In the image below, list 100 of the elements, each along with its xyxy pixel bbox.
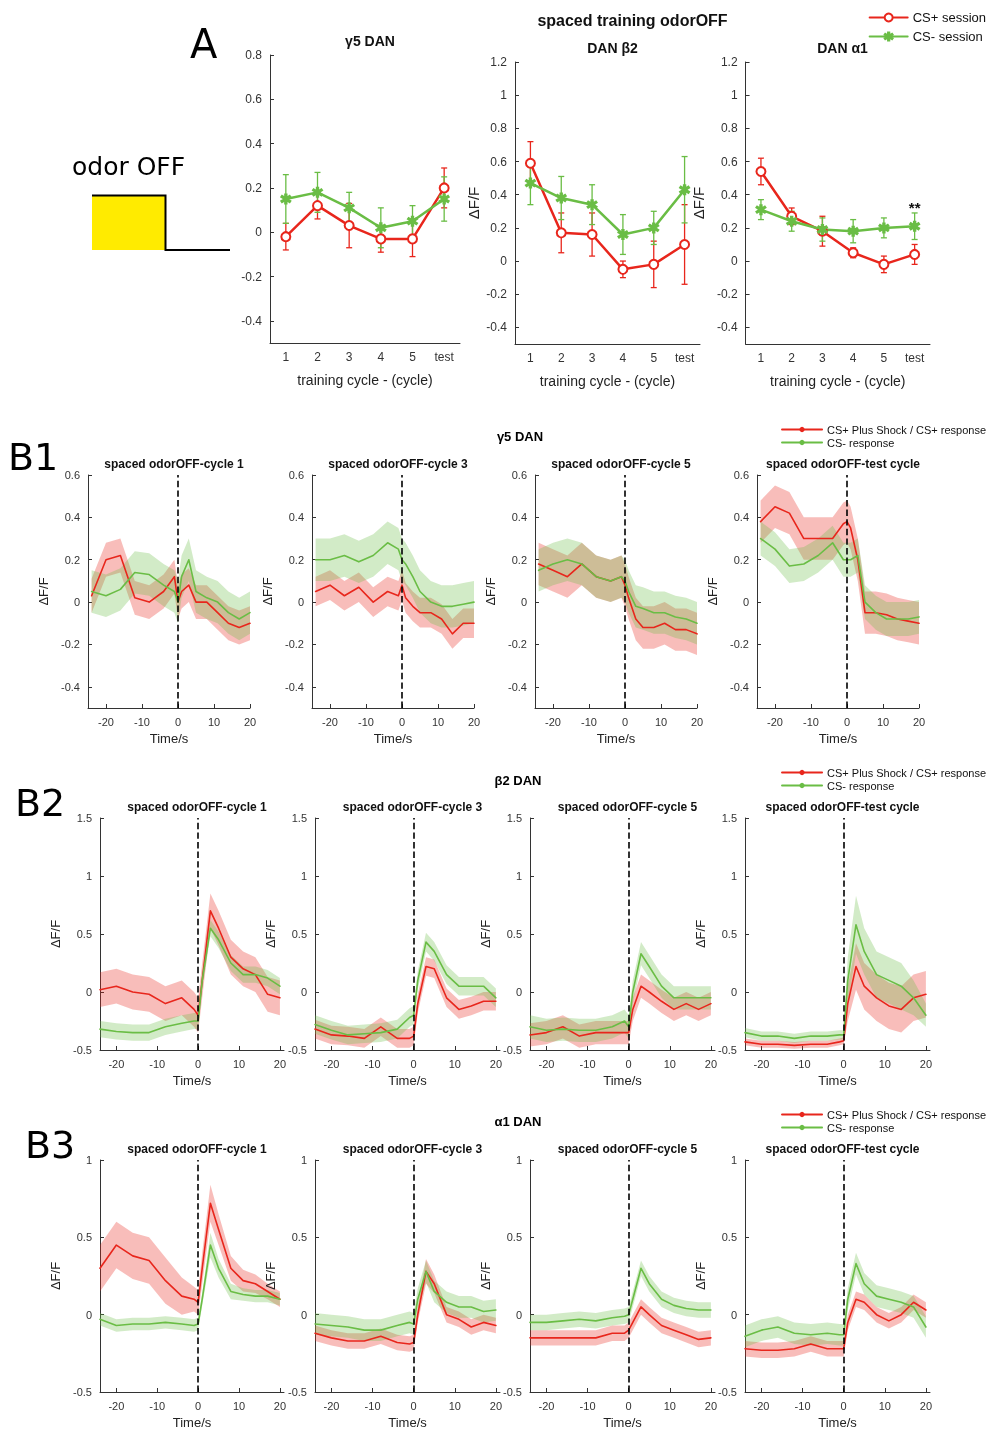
x-tick-label: 20 bbox=[690, 715, 704, 728]
point bbox=[617, 263, 629, 275]
y-tick-label: 1 bbox=[730, 870, 737, 882]
y-axis-title: ΔF/F bbox=[48, 919, 64, 949]
y-tick-label: 1.5 bbox=[721, 812, 737, 824]
x-tick-label: 0 bbox=[843, 715, 851, 728]
x-tick-label: -10 bbox=[364, 1399, 381, 1412]
x-tick-label: 10 bbox=[431, 715, 445, 728]
y-tick-label: 0.4 bbox=[511, 511, 527, 524]
y-tick-label: 0 bbox=[520, 596, 527, 609]
point bbox=[312, 186, 323, 198]
x-tick-label: -10 bbox=[579, 1057, 596, 1070]
text: γ5 DAN bbox=[496, 429, 544, 444]
x-tick-label: 10 bbox=[448, 1399, 461, 1412]
y-tick-label: -0.5 bbox=[288, 1386, 307, 1398]
chart-title: spaced odorOFF-cycle 1 bbox=[127, 800, 268, 814]
x-axis-title: Time/s bbox=[603, 1073, 643, 1088]
y-tick-label: 0.5 bbox=[721, 1231, 737, 1244]
y-tick-label: 0.2 bbox=[490, 220, 508, 235]
y-tick-label: 0 bbox=[730, 254, 738, 269]
x-tick-label: -20 bbox=[322, 715, 338, 728]
x-tick-label: 20 bbox=[919, 1399, 933, 1412]
y-tick-label: -0.2 bbox=[285, 638, 304, 651]
y-axis-title: ΔF/F bbox=[48, 1261, 64, 1291]
y-tick-label: 0.4 bbox=[64, 511, 80, 524]
text: B3 bbox=[25, 1123, 76, 1167]
x-tick-label: 0 bbox=[174, 715, 182, 728]
x-tick-label: 10 bbox=[878, 1399, 891, 1412]
y-tick-label: 1 bbox=[730, 1154, 737, 1166]
y-tick-label: 0.5 bbox=[721, 928, 737, 940]
line-series bbox=[529, 952, 712, 1032]
x-tick-label: 20 bbox=[704, 1057, 718, 1070]
line-series bbox=[537, 558, 698, 625]
legend-label: CS- response bbox=[827, 436, 895, 449]
y-tick-label: 1 bbox=[515, 1154, 522, 1166]
x-tick-label: test bbox=[674, 351, 695, 365]
x-tick-label: test bbox=[434, 350, 455, 364]
legend-label: CS+ session bbox=[912, 10, 986, 25]
y-tick-label: 0.8 bbox=[720, 121, 738, 136]
x-tick-label: 0 bbox=[195, 1399, 202, 1412]
y-tick-label: -0.2 bbox=[730, 638, 749, 651]
y-tick-label: 0 bbox=[255, 225, 263, 240]
y-tick-label: -0.5 bbox=[718, 1044, 737, 1056]
point bbox=[438, 193, 450, 205]
x-tick-label: 20 bbox=[467, 715, 481, 728]
point bbox=[375, 233, 387, 245]
x-tick-label: 3 bbox=[588, 351, 596, 365]
y-tick-label: 0.4 bbox=[245, 136, 263, 151]
point bbox=[909, 248, 921, 260]
y-tick-label: 0.2 bbox=[720, 220, 738, 235]
legend-label: CS- session bbox=[912, 29, 983, 44]
x-tick-label: 20 bbox=[912, 715, 926, 728]
y-tick-label: 0.2 bbox=[288, 553, 304, 566]
x-tick-label: 10 bbox=[232, 1399, 246, 1412]
line-series bbox=[90, 554, 251, 629]
y-axis-title: ΔF/F bbox=[36, 577, 52, 606]
y-tick-label: 0.8 bbox=[490, 121, 508, 136]
y-axis-title: ΔF/F bbox=[705, 577, 721, 606]
y-tick-label: 0 bbox=[85, 1308, 92, 1321]
point bbox=[755, 165, 767, 177]
x-tick-label: -10 bbox=[579, 1399, 596, 1412]
x-tick-label: -20 bbox=[323, 1057, 340, 1070]
y-axis-title: ΔF/F bbox=[690, 186, 707, 220]
line-series bbox=[90, 558, 251, 620]
y-tick-label: 0.5 bbox=[76, 928, 92, 940]
x-axis-title: training cycle - (cycle) bbox=[297, 372, 433, 388]
x-tick-label: 20 bbox=[243, 715, 257, 728]
x-tick-label: 20 bbox=[273, 1057, 287, 1070]
x-tick-label: -20 bbox=[538, 1057, 555, 1070]
point bbox=[524, 157, 536, 169]
x-tick-label: -10 bbox=[794, 1057, 811, 1070]
x-tick-label: 5 bbox=[650, 351, 658, 365]
y-tick-label: 0 bbox=[515, 986, 522, 998]
x-tick-label: -10 bbox=[803, 715, 819, 728]
point bbox=[586, 229, 598, 241]
y-axis-title: ΔF/F bbox=[693, 919, 709, 949]
x-tick-label: 20 bbox=[704, 1399, 718, 1412]
x-tick-label: 0 bbox=[840, 1057, 847, 1070]
point bbox=[555, 192, 567, 204]
x-tick-label: 10 bbox=[448, 1057, 461, 1070]
y-tick-label: -0.5 bbox=[503, 1044, 522, 1056]
line-series bbox=[759, 537, 920, 620]
point bbox=[555, 227, 567, 239]
y-tick-label: -0.4 bbox=[730, 680, 749, 693]
y-tick-label: 1.2 bbox=[490, 55, 508, 69]
line-series bbox=[744, 1298, 927, 1352]
y-tick-label: -0.2 bbox=[508, 638, 527, 651]
y-tick-label: 0.5 bbox=[506, 1231, 522, 1244]
line-series bbox=[314, 965, 497, 1040]
x-tick-label: 0 bbox=[195, 1057, 202, 1070]
x-tick-label: 1 bbox=[757, 351, 765, 365]
chart-title: DAN α1 bbox=[817, 40, 869, 56]
y-tick-label: 0.6 bbox=[733, 469, 749, 481]
x-tick-label: 5 bbox=[409, 350, 417, 364]
y-tick-label: 0 bbox=[730, 1308, 737, 1321]
x-tick-label: 2 bbox=[788, 351, 796, 365]
chart-title: spaced odorOFF-cycle 5 bbox=[557, 800, 698, 814]
y-tick-label: -0.5 bbox=[718, 1386, 737, 1398]
y-tick-label: -0.5 bbox=[73, 1386, 92, 1398]
y-tick-label: 1.5 bbox=[506, 812, 522, 824]
